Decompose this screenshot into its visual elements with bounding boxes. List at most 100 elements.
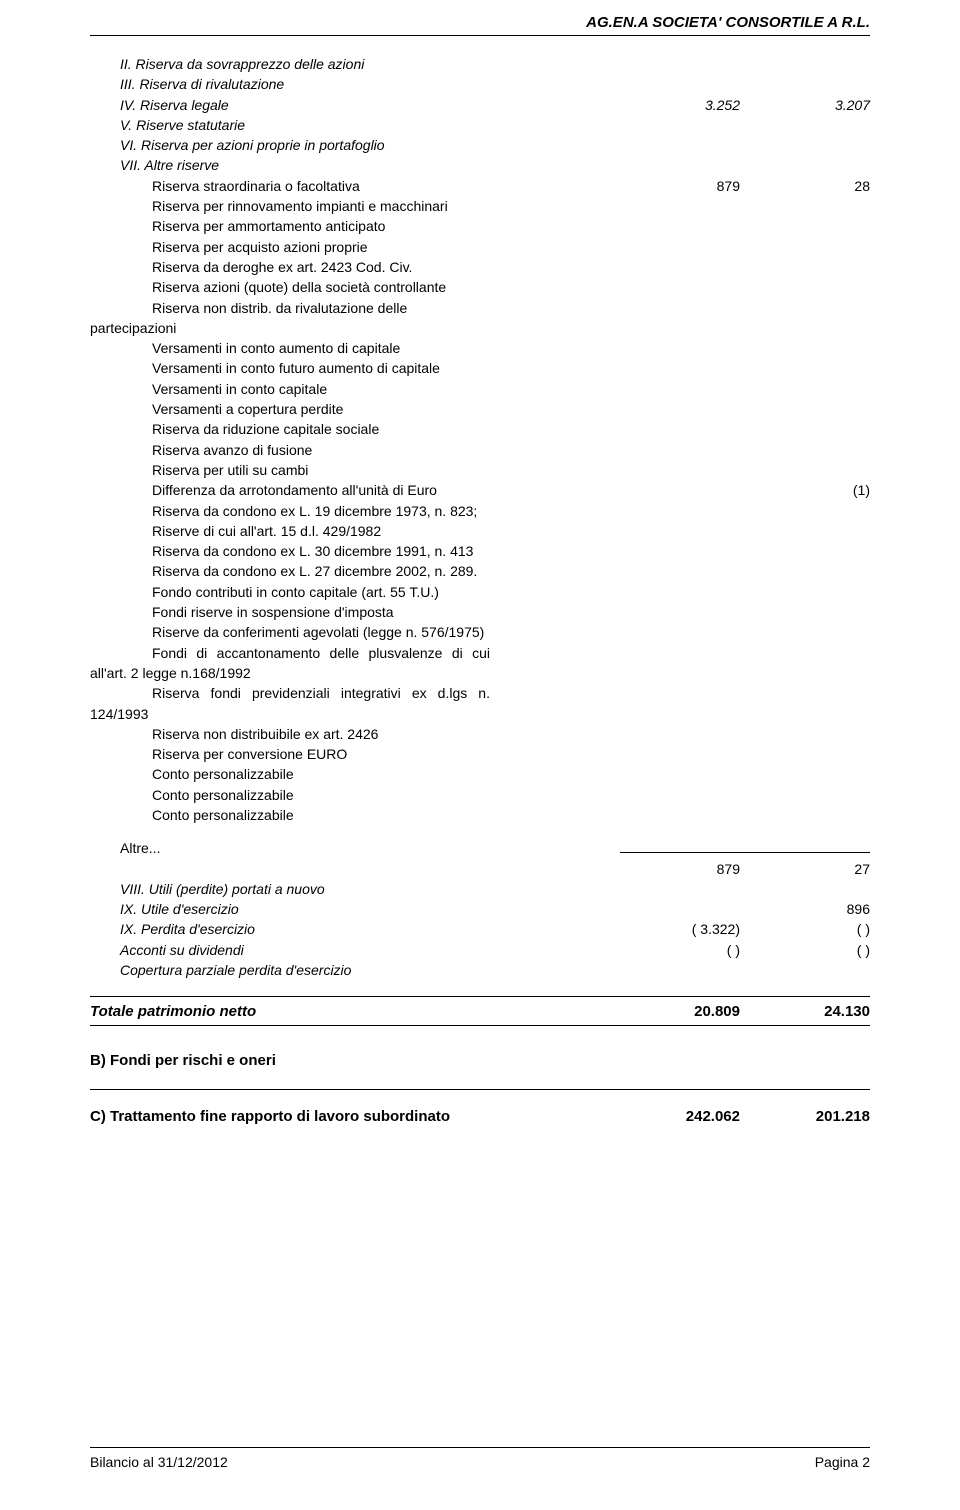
- item-vii: VII. Altre riserve: [90, 155, 870, 175]
- item-cond73: Riserva da condono ex L. 19 dicembre 197…: [90, 501, 870, 521]
- item-iv-c1: 3.252: [620, 95, 760, 115]
- item-pers3: Conto personalizzabile: [90, 805, 870, 825]
- item-viii: VIII. Utili (perdite) portati a nuovo: [90, 879, 870, 899]
- item-faccant-l2: all'art. 2 legge n.168/1992: [90, 663, 870, 683]
- page-header: AG.EN.A SOCIETA' CONSORTILE A R.L.: [90, 14, 870, 36]
- item-deroghe: Riserva da deroghe ex art. 2423 Cod. Civ…: [90, 257, 870, 277]
- item-nondist2426-label: Riserva non distribuibile ex art. 2426: [152, 724, 620, 744]
- item-vfuturo: Versamenti in conto futuro aumento di ca…: [90, 358, 870, 378]
- item-vcopertura: Versamenti a copertura perdite: [90, 399, 870, 419]
- item-cond02: Riserva da condono ex L. 27 dicembre 200…: [90, 561, 870, 581]
- item-altre-label: Altre...: [120, 838, 620, 858]
- item-straord: Riserva straordinaria o facoltativa 879 …: [90, 176, 870, 196]
- total-row: Totale patrimonio netto 20.809 24.130: [90, 1001, 870, 1026]
- item-azioni: Riserva azioni (quote) della società con…: [90, 277, 870, 297]
- item-429: Riserve di cui all'art. 15 d.l. 429/1982: [90, 521, 870, 541]
- section-b: B) Fondi per rischi e oneri: [90, 1052, 870, 1069]
- item-vaumento: Versamenti in conto aumento di capitale: [90, 338, 870, 358]
- item-rprev-l2: 124/1993: [90, 704, 870, 724]
- item-ix-utile-label: IX. Utile d'esercizio: [120, 899, 620, 919]
- item-vi: VI. Riserva per azioni proprie in portaf…: [90, 135, 870, 155]
- section-c-c1: 242.062: [620, 1106, 760, 1128]
- item-ix-utile-c2: 896: [760, 899, 870, 919]
- item-v-label: V. Riserve statutarie: [120, 115, 620, 135]
- item-cond02-l2: Fondo contributi in conto capitale (art.…: [152, 582, 620, 602]
- item-iv: IV. Riserva legale 3.252 3.207: [90, 95, 870, 115]
- item-pers1-label: Conto personalizzabile: [152, 764, 620, 784]
- section-c-label: C) Trattamento fine rapporto di lavoro s…: [90, 1106, 620, 1128]
- item-altre-c2: 27: [760, 859, 870, 879]
- item-straord-c2: 28: [760, 176, 870, 196]
- item-iii: III. Riserva di rivalutazione: [90, 74, 870, 94]
- item-fsosp: Fondi riserve in sospensione d'imposta: [90, 602, 870, 622]
- item-azioni-label: Riserva azioni (quote) della società con…: [152, 277, 620, 297]
- item-acconti-c2: ( ): [760, 940, 870, 960]
- item-faccant-l1: Fondi di accantonamento delle plusvalenz…: [90, 643, 490, 663]
- item-straord-label: Riserva straordinaria o facoltativa: [152, 176, 620, 196]
- item-ix-perdita-c1: ( 3.322): [620, 919, 760, 939]
- item-ix-utile: IX. Utile d'esercizio 896: [90, 899, 870, 919]
- item-v: V. Riserve statutarie: [90, 115, 870, 135]
- item-viii-label: VIII. Utili (perdite) portati a nuovo: [120, 879, 620, 899]
- item-cond91: Riserva da condono ex L. 30 dicembre 199…: [90, 541, 870, 561]
- footer-right: Pagina 2: [815, 1454, 870, 1470]
- section-c-c2: 201.218: [760, 1106, 870, 1128]
- item-avanzo-label: Riserva avanzo di fusione: [152, 440, 620, 460]
- item-rconf-label: Riserve da conferimenti agevolati (legge…: [152, 622, 620, 642]
- divider-line: [90, 980, 870, 997]
- item-ix-perdita-label: IX. Perdita d'esercizio: [120, 919, 620, 939]
- item-iv-c2: 3.207: [760, 95, 870, 115]
- item-pers2-label: Conto personalizzabile: [152, 785, 620, 805]
- item-diffarr: Differenza da arrotondamento all'unità d…: [90, 480, 870, 500]
- item-avanzo: Riserva avanzo di fusione: [90, 440, 870, 460]
- item-rprev: Riserva fondi previdenziali integrativi …: [90, 683, 870, 724]
- item-altre-totals: 879 27: [90, 859, 870, 879]
- item-rprev-l1: Riserva fondi previdenziali integrativi …: [90, 683, 490, 703]
- item-pers3-label: Conto personalizzabile: [152, 805, 620, 825]
- item-copertura-label: Copertura parziale perdita d'esercizio: [120, 960, 620, 980]
- item-acquisto-label: Riserva per acquisto azioni proprie: [152, 237, 620, 257]
- item-cond02-l1: Riserva da condono ex L. 27 dicembre 200…: [152, 561, 620, 581]
- divider-b: [90, 1073, 870, 1090]
- underline-c2: [760, 835, 870, 853]
- item-rinnov: Riserva per rinnovamento impianti e macc…: [90, 196, 870, 216]
- item-utili: Riserva per utili su cambi: [90, 460, 870, 480]
- item-cond73-label: Riserva da condono ex L. 19 dicembre 197…: [152, 501, 620, 521]
- item-ix-perdita: IX. Perdita d'esercizio ( 3.322) ( ): [90, 919, 870, 939]
- item-ammort-label: Riserva per ammortamento anticipato: [152, 216, 620, 236]
- section-c: C) Trattamento fine rapporto di lavoro s…: [90, 1106, 870, 1128]
- item-deroghe-label: Riserva da deroghe ex art. 2423 Cod. Civ…: [152, 257, 620, 277]
- item-nondistrib: Riserva non distrib. da rivalutazione de…: [90, 298, 870, 339]
- item-altre-c1: 879: [620, 859, 760, 879]
- item-rinnov-label: Riserva per rinnovamento impianti e macc…: [152, 196, 620, 216]
- item-vaumento-label: Versamenti in conto aumento di capitale: [152, 338, 620, 358]
- item-acconti-label: Acconti su dividendi: [120, 940, 620, 960]
- item-vii-label: VII. Altre riserve: [120, 155, 620, 175]
- item-rconv-label: Riserva per conversione EURO: [152, 744, 620, 764]
- item-iii-label: III. Riserva di rivalutazione: [120, 74, 620, 94]
- item-pers2: Conto personalizzabile: [90, 785, 870, 805]
- item-ii: II. Riserva da sovrapprezzo delle azioni: [90, 54, 870, 74]
- footer-left: Bilancio al 31/12/2012: [90, 1454, 228, 1470]
- item-straord-c1: 879: [620, 176, 760, 196]
- item-nondist2426: Riserva non distribuibile ex art. 2426: [90, 724, 870, 744]
- item-altre: Altre...: [90, 835, 870, 858]
- item-vi-label: VI. Riserva per azioni proprie in portaf…: [120, 135, 620, 155]
- item-rconf: Riserve da conferimenti agevolati (legge…: [90, 622, 870, 642]
- item-riduz: Riserva da riduzione capitale sociale: [90, 419, 870, 439]
- total-c1: 20.809: [620, 1001, 760, 1023]
- item-diffarr-c2: (1): [760, 480, 870, 500]
- item-cond02b: Fondo contributi in conto capitale (art.…: [90, 582, 870, 602]
- item-faccant: Fondi di accantonamento delle plusvalenz…: [90, 643, 870, 684]
- total-label: Totale patrimonio netto: [90, 1001, 620, 1023]
- item-ix-perdita-c2: ( ): [760, 919, 870, 939]
- item-acconti-c1: ( ): [620, 940, 760, 960]
- item-ammort: Riserva per ammortamento anticipato: [90, 216, 870, 236]
- item-rconv: Riserva per conversione EURO: [90, 744, 870, 764]
- item-cond91-label: Riserva da condono ex L. 30 dicembre 199…: [152, 541, 620, 561]
- item-vcopertura-label: Versamenti a copertura perdite: [152, 399, 620, 419]
- item-utili-label: Riserva per utili su cambi: [152, 460, 620, 480]
- item-429-label: Riserve di cui all'art. 15 d.l. 429/1982: [152, 521, 620, 541]
- item-riduz-label: Riserva da riduzione capitale sociale: [152, 419, 620, 439]
- item-vcapitale-label: Versamenti in conto capitale: [152, 379, 620, 399]
